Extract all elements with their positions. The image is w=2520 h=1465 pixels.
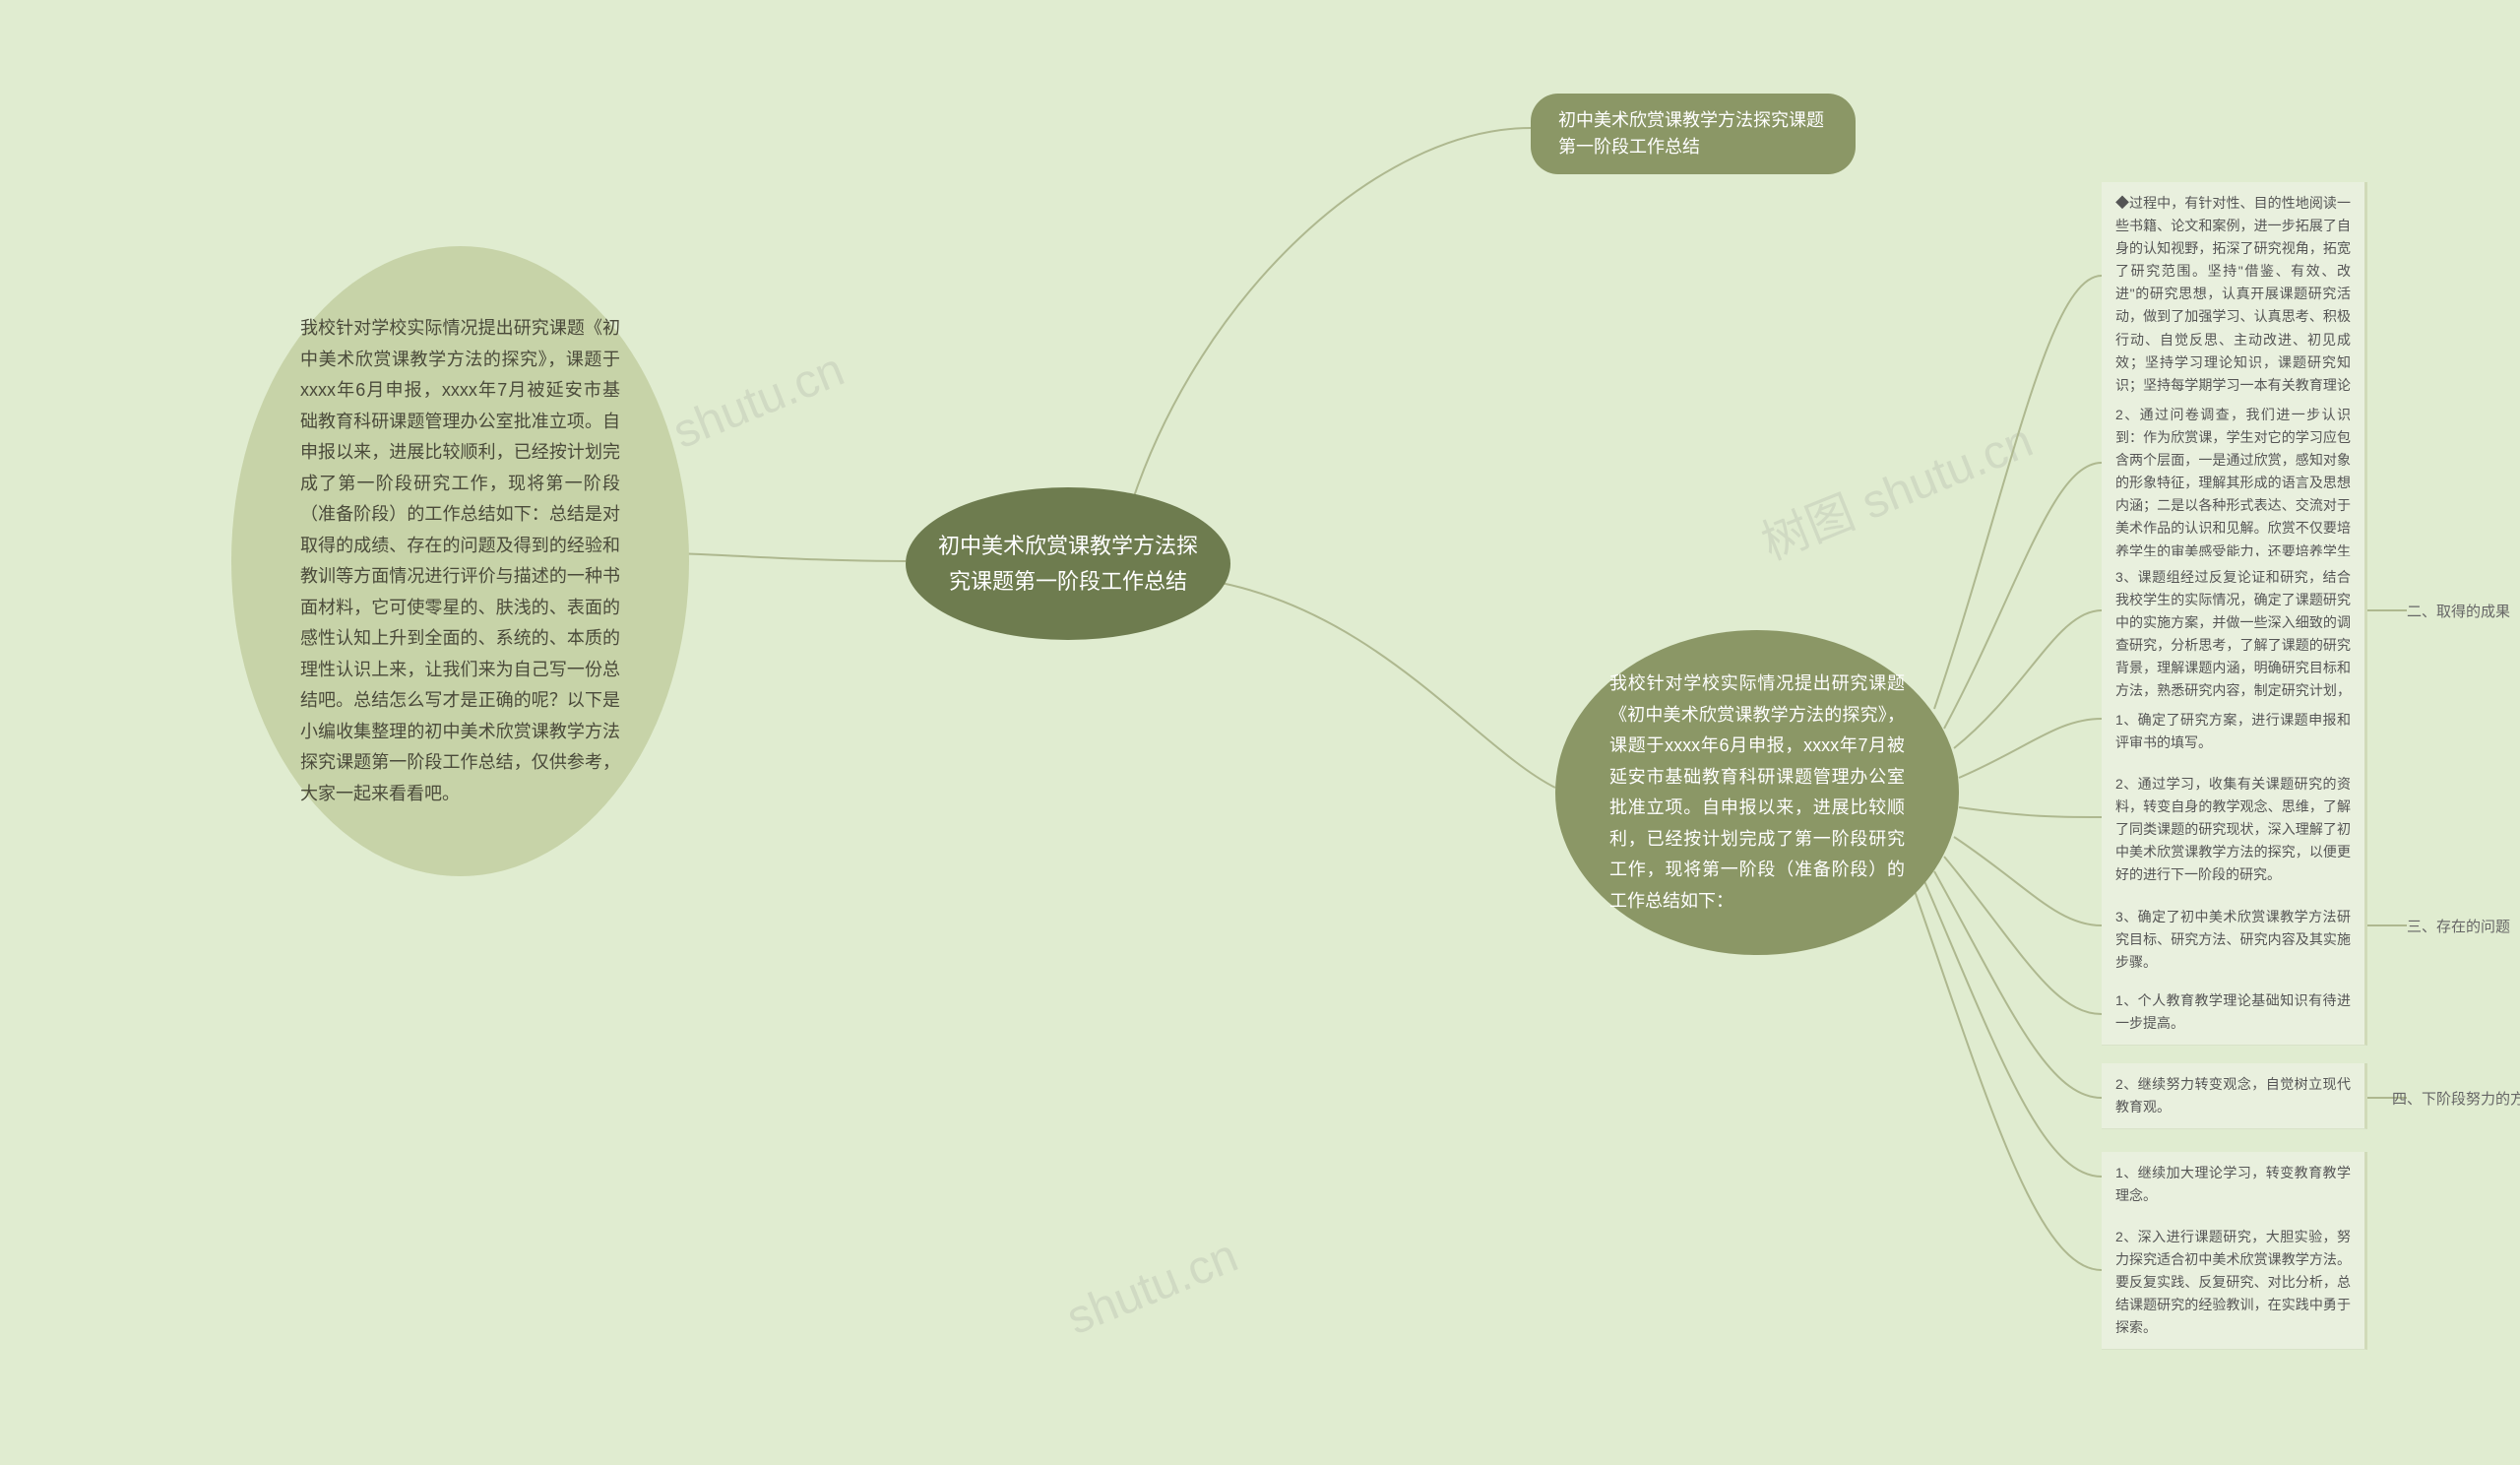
leaf-text: 3、确定了初中美术欣赏课教学方法研究目标、研究方法、研究内容及其实施步骤。 [2115, 909, 2351, 970]
leaf-node[interactable]: 1、个人教育教学理论基础知识有待进一步提高。 [2102, 980, 2367, 1046]
title-pill-node[interactable]: 初中美术欣赏课教学方法探究课题第一阶段工作总结 [1531, 94, 1856, 174]
leaf-node[interactable]: 2、继续努力转变观念，自觉树立现代教育观。 [2102, 1063, 2367, 1129]
intro-summary-node[interactable]: 我校针对学校实际情况提出研究课题《初中美术欣赏课教学方法的探究》，课题于xxxx… [231, 246, 689, 876]
intro-summary-text: 我校针对学校实际情况提出研究课题《初中美术欣赏课教学方法的探究》，课题于xxxx… [300, 313, 620, 809]
section-label: 三、存在的问题 [2407, 916, 2510, 936]
leaf-text: ◆过程中，有针对性、目的性地阅读一些书籍、论文和案例，进一步拓展了自身的认知视野… [2115, 195, 2351, 415]
leaf-node[interactable]: 2、深入进行课题研究，大胆实验，努力探究适合初中美术欣赏课教学方法。要反复实践、… [2102, 1216, 2367, 1350]
section-label: 四、下阶段努力的方向 [2392, 1088, 2520, 1109]
leaf-text: 1、确定了研究方案，进行课题申报和评审书的填写。 [2115, 712, 2351, 750]
leaf-text: 2、深入进行课题研究，大胆实验，努力探究适合初中美术欣赏课教学方法。要反复实践、… [2115, 1229, 2351, 1335]
detail-summary-text: 我校针对学校实际情况提出研究课题《初中美术欣赏课教学方法的探究》，课题于xxxx… [1609, 669, 1905, 917]
section-label: 二、取得的成果 [2407, 601, 2510, 621]
leaf-text: 2、继续努力转变观念，自觉树立现代教育观。 [2115, 1076, 2351, 1115]
watermark: 树图 shutu.cn [1749, 402, 2041, 573]
detail-summary-node[interactable]: 我校针对学校实际情况提出研究课题《初中美术欣赏课教学方法的探究》，课题于xxxx… [1555, 630, 1959, 955]
leaf-node[interactable]: 2、通过学习，收集有关课题研究的资料，转变自身的教学观念、思维，了解了同类课题的… [2102, 763, 2367, 897]
leaf-node[interactable]: 1、确定了研究方案，进行课题申报和评审书的填写。 [2102, 699, 2367, 765]
leaf-node[interactable]: 1、继续加大理论学习，转变教育教学理念。 [2102, 1152, 2367, 1218]
center-topic-text: 初中美术欣赏课教学方法探究课题第一阶段工作总结 [935, 529, 1201, 598]
center-topic-node[interactable]: 初中美术欣赏课教学方法探究课题第一阶段工作总结 [906, 487, 1230, 640]
leaf-text: 1、个人教育教学理论基础知识有待进一步提高。 [2115, 992, 2351, 1031]
watermark: shutu.cn [1059, 1229, 1245, 1346]
leaf-node[interactable]: 3、确定了初中美术欣赏课教学方法研究目标、研究方法、研究内容及其实施步骤。 [2102, 896, 2367, 985]
leaf-text: 1、继续加大理论学习，转变教育教学理念。 [2115, 1165, 2351, 1203]
leaf-text: 2、通过学习，收集有关课题研究的资料，转变自身的教学观念、思维，了解了同类课题的… [2115, 776, 2351, 882]
watermark: shutu.cn [665, 343, 851, 460]
title-pill-text: 初中美术欣赏课教学方法探究课题第一阶段工作总结 [1558, 107, 1828, 160]
